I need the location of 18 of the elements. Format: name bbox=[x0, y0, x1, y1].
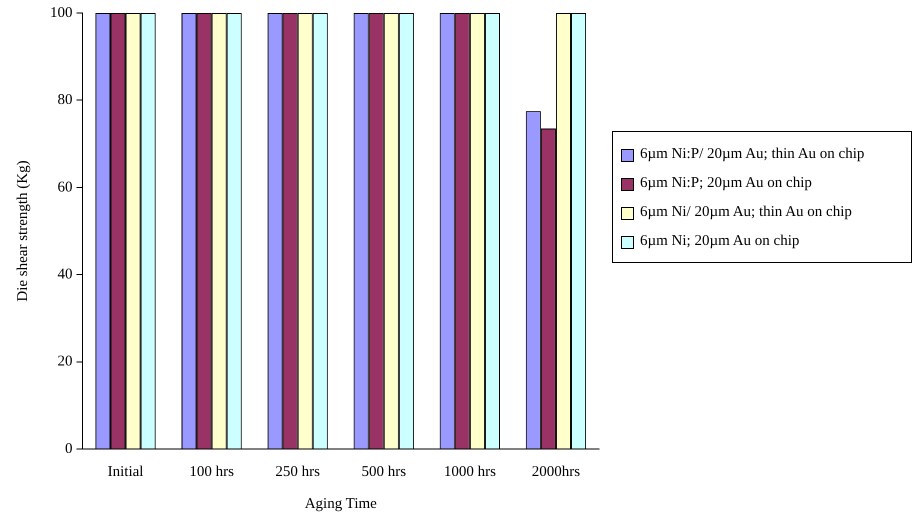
y-tick-label: 20 bbox=[58, 354, 72, 370]
y-axis-title: Die shear strength (Kg) bbox=[14, 160, 31, 302]
y-tick-label: 0 bbox=[65, 440, 72, 457]
legend-label: 6µm Ni/ 20µm Au; thin Au on chip bbox=[640, 204, 852, 221]
x-tick-label: Initial bbox=[108, 464, 144, 480]
y-tick-label: 80 bbox=[58, 92, 72, 108]
x-axis-title: Aging Time bbox=[304, 496, 378, 512]
x-tick-label: 500 hrs bbox=[361, 464, 406, 480]
y-tick-label: 40 bbox=[58, 266, 72, 283]
y-tick-label: 60 bbox=[58, 179, 72, 196]
legend-label: 6µm Ni:P; 20µm Au on chip bbox=[640, 175, 812, 192]
x-tick-label: 1000 hrs bbox=[444, 464, 496, 480]
legend-label: 6µm Ni:P/ 20µm Au; thin Au on chip bbox=[640, 146, 864, 163]
x-tick-label: 250 hrs bbox=[275, 464, 320, 480]
x-tick-label: 100 hrs bbox=[189, 464, 234, 480]
x-tick-label: 2000hrs bbox=[532, 464, 580, 480]
y-tick-label: 100 bbox=[50, 4, 72, 21]
legend-label: 6µm Ni; 20µm Au on chip bbox=[640, 233, 800, 250]
